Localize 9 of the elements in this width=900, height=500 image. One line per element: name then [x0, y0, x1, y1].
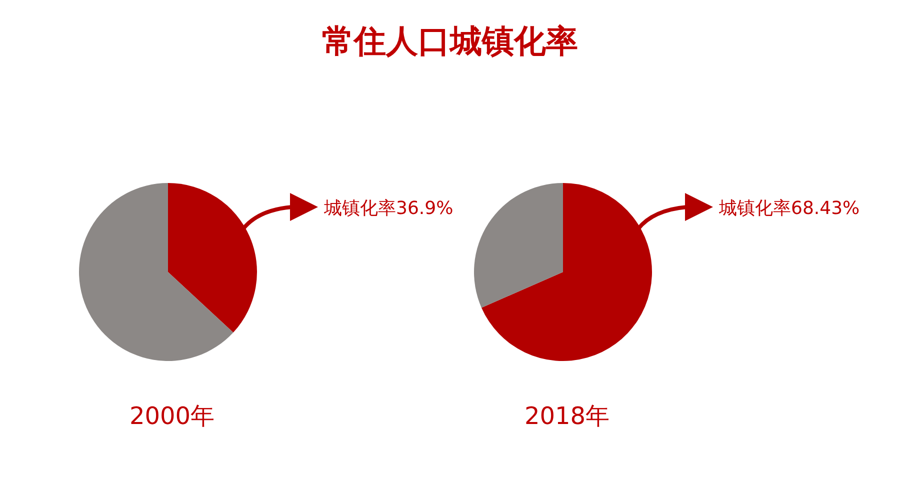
pie-slice — [79, 183, 234, 361]
text: 常住人口城镇化率 — [322, 22, 578, 60]
text: 城镇化率68.43% — [718, 198, 860, 219]
pie-slice — [168, 183, 257, 333]
text: 2000年 — [129, 402, 215, 430]
text: 城镇化率36.9% — [323, 198, 454, 219]
pie-slice — [481, 183, 652, 361]
pie-slice — [474, 183, 563, 308]
text: 2018年 — [524, 402, 610, 430]
